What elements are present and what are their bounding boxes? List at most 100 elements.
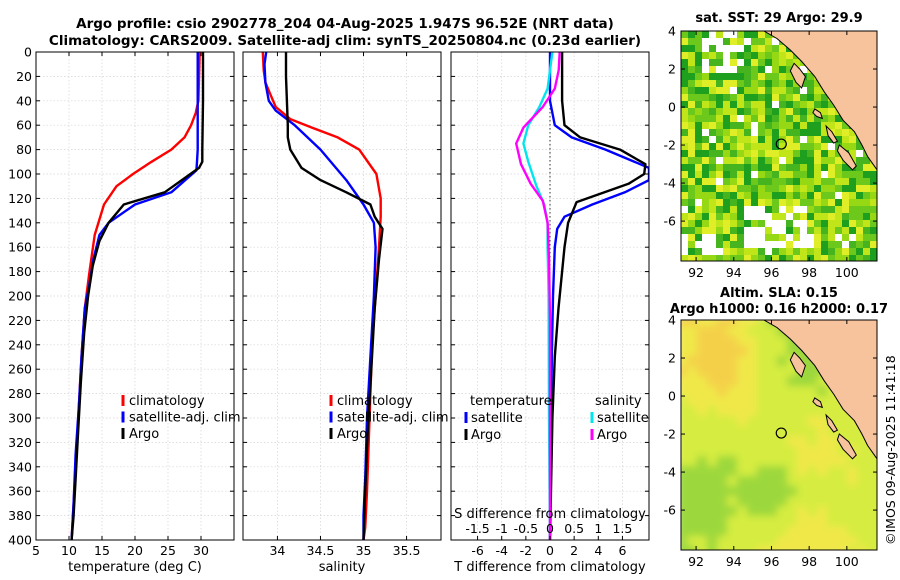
sla-cell [707,326,718,337]
sst-cell [695,115,702,122]
sst-cell [772,178,779,185]
sst-cell [821,255,828,261]
sst-cell [716,171,723,178]
sla-cell [681,506,688,517]
sst-cell [681,150,688,157]
sst-cell [814,122,821,129]
y-tick-label: 300 [8,411,32,426]
sst-cell [702,150,709,157]
sst-cell [814,199,821,206]
sla-cell [681,326,688,337]
sst-cell [751,150,758,157]
sst-cell [786,80,793,87]
series-line-s-argo [515,52,561,540]
sla-cell [697,466,708,477]
sst-cell [765,136,772,143]
sla-cell [867,526,877,537]
sst-cell [723,101,730,108]
sst-cell [772,206,779,213]
sla-cell [747,446,758,457]
sst-cell [856,248,863,255]
sst-cell [758,66,765,73]
sst-cell [793,255,800,261]
sst-cell [744,241,751,248]
sst-cell [702,220,709,227]
sst-cell [688,45,695,52]
sst-cell [737,206,744,213]
sst-cell [807,108,814,115]
sst-cell [751,227,758,234]
sla-cell [747,546,758,550]
sst-cell [709,143,716,150]
sla-cell [817,516,828,527]
sst-cell [681,206,688,213]
sla-cell [757,406,768,417]
sla-cell [787,546,798,550]
sla-cell [687,320,698,327]
sla-cell [817,506,828,517]
sst-cell [737,178,744,185]
difference-xlabel-top: S difference from climatology [454,507,646,522]
sst-cell [772,80,779,87]
sst-cell [807,206,814,213]
sla-cell [727,326,738,337]
sla-cell [727,386,738,397]
sst-cell [709,45,716,52]
legend-title-salinity: salinity [595,394,642,409]
sla-cell [707,356,718,367]
sla-cell [797,436,808,447]
sst-cell [702,38,709,45]
sst-cell [786,227,793,234]
sla-cell [747,416,758,427]
sst-cell [695,136,702,143]
sst-cell [751,101,758,108]
sla-cell [807,476,818,487]
sst-cell [737,157,744,164]
sst-cell [688,206,695,213]
sst-cell [814,213,821,220]
sst-cell [695,87,702,94]
difference-lines [515,52,649,540]
x-tick-label: -6 [471,543,484,558]
sla-cell [727,320,738,327]
sst-cell [681,234,688,241]
sla-cell [681,346,688,357]
sla-cell [787,486,798,497]
sla-cell [777,506,788,517]
top-x-tick-label: -0.5 [514,521,538,536]
sla-cell [797,416,808,427]
sst-cell [688,164,695,171]
sla-cell [777,436,788,447]
sst-cell [702,157,709,164]
sst-cell [723,234,730,241]
sst-cell [744,80,751,87]
sla-cell [827,486,838,497]
sst-cell [730,143,737,150]
sst-cell [814,101,821,108]
sst-cell [681,122,688,129]
sst-cell [744,94,751,101]
sla-cell [757,386,768,397]
sla-cell [767,546,778,550]
sst-cell [772,108,779,115]
sst-cell [758,164,765,171]
sst-cell [695,66,702,73]
sst-cell [737,213,744,220]
sst-cell [835,171,842,178]
sst-cell [765,199,772,206]
y-tick-label: 0 [668,389,676,404]
sla-cell [807,516,818,527]
sst-cell [779,241,786,248]
sst-cell [681,192,688,199]
x-tick-label: 96 [764,554,780,569]
legend-label: climatology [129,394,205,409]
sla-cell [681,446,688,457]
sla-cell [797,476,808,487]
sst-cell [737,241,744,248]
sst-cell [793,199,800,206]
sla-cell [787,516,798,527]
sst-cell [849,206,856,213]
sla-cell [867,496,877,507]
sst-cell [723,248,730,255]
sst-cell [695,143,702,150]
